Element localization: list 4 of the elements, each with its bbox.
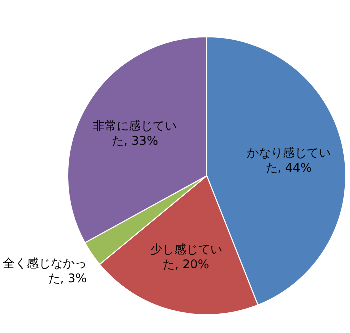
slice-label: 非常に感じていた, 33% <box>93 119 178 148</box>
slice-label: 少し感じていた, 20% <box>150 242 222 272</box>
slice-label: かなり感じていた, 44% <box>246 146 331 175</box>
slice-label: 全く感じなかった, 3% <box>3 256 88 286</box>
